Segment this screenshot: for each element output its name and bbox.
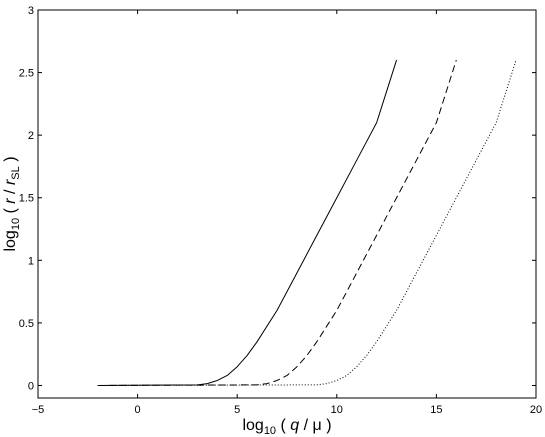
series-line-dashed — [97, 59, 457, 386]
y-axis-ticks: 0 0.5 1 1.5 2 2.5 3 — [19, 5, 536, 392]
y-tick-label: 2.5 — [19, 68, 34, 80]
y-tick-label: 0 — [28, 380, 34, 392]
x-tick-label: −5 — [32, 404, 45, 416]
y-tick-label: 1.5 — [19, 193, 34, 205]
x-tick-label: 15 — [430, 404, 442, 416]
series-line-dotted — [97, 59, 517, 386]
x-tick-label: 5 — [234, 404, 240, 416]
y-tick-label: 2 — [28, 130, 34, 142]
x-axis-label: log10 ( q / μ ) — [242, 417, 331, 437]
y-tick-label: 1 — [28, 255, 34, 267]
y-axis-label: log10 ( r / rSL ) — [2, 156, 22, 251]
y-tick-label: 0.5 — [19, 318, 34, 330]
plot-area-frame — [37, 9, 537, 399]
x-tick-label: 20 — [530, 404, 542, 416]
series-layer — [97, 59, 517, 386]
y-tick-label: 3 — [28, 5, 34, 17]
x-axis-ticks: −5 0 5 10 15 20 — [32, 10, 542, 416]
series-line-solid — [97, 59, 398, 386]
x-tick-label: 0 — [135, 404, 141, 416]
x-tick-label: 10 — [331, 404, 343, 416]
